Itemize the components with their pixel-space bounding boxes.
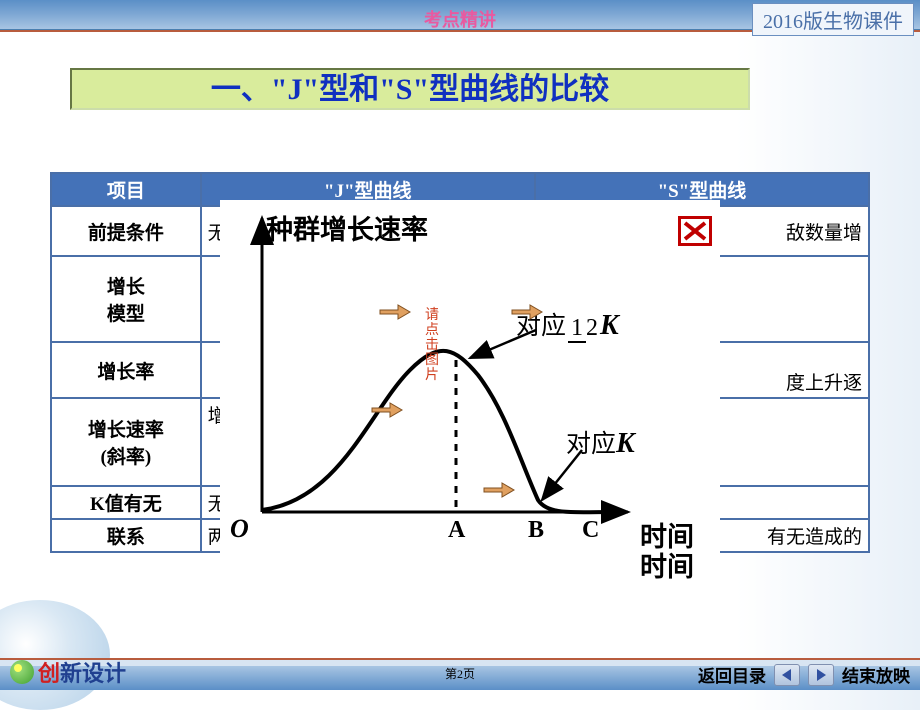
x-axis-label-dup: 时间 [640,545,694,584]
chart-popup[interactable]: 请点击图片 种群增长速率 时间 时间 O A B C 对应12K 对应K [220,200,720,580]
triangle-right-icon [814,668,828,682]
pointer-hand-icon [510,300,544,324]
page-title: 一、"J"型和"S"型曲线的比较 [70,68,750,110]
section-label: 考点精讲 [424,6,496,32]
pointer-hand-icon [482,478,516,502]
next-button[interactable] [808,664,834,686]
prev-button[interactable] [774,664,800,686]
footer-controls: 返回目录 结束放映 [698,662,910,687]
page-number: 第2页 [445,665,475,682]
tick-c: C [582,517,599,544]
origin-label: O [230,514,249,544]
annotation-full-k: 对应K [566,424,635,460]
logo: 创新设计 [10,656,126,688]
row-label: 前提条件 [51,206,201,256]
th-item: 项目 [51,173,201,206]
y-axis-label: 种群增长速率 [266,208,428,247]
version-label: 2016版生物课件 [752,3,914,36]
tick-b: B [528,517,544,544]
row-label: 增长率 [51,342,201,398]
row-label: 联系 [51,519,201,552]
row-label: K值有无 [51,486,201,519]
pointer-hand-icon [370,398,404,422]
logo-ball-icon [10,660,34,684]
row-label: 增长模型 [51,256,201,342]
pointer-hand-icon [378,300,412,324]
triangle-left-icon [780,668,794,682]
globe-decoration [0,600,110,710]
return-toc-button[interactable]: 返回目录 [698,662,766,687]
end-show-button[interactable]: 结束放映 [842,662,910,687]
instruction-text: 请点击图片 [425,308,439,383]
tick-a: A [448,517,465,544]
row-label: 增长速率(斜率) [51,398,201,486]
